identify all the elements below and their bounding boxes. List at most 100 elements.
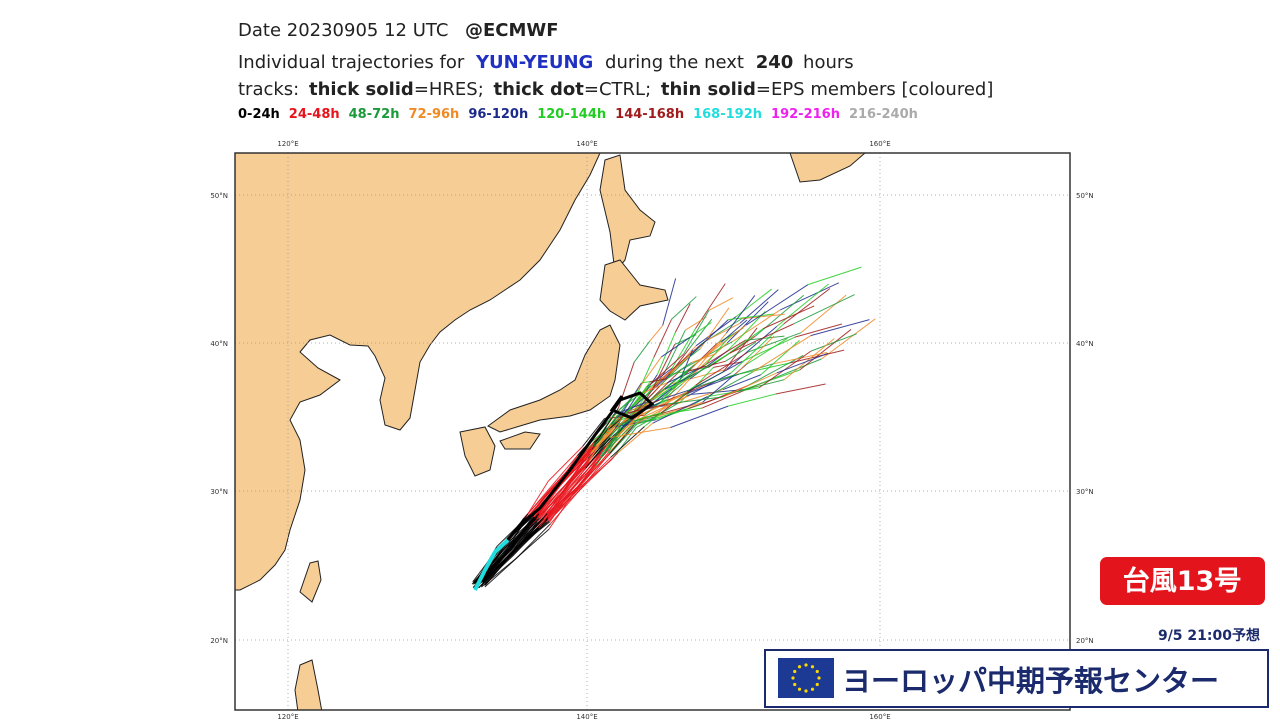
track-segment [671, 352, 731, 389]
track-segment [590, 418, 622, 455]
lon-label: 140°E [576, 713, 597, 720]
lon-label: 140°E [576, 140, 597, 148]
track-segment [547, 486, 582, 520]
track-segment [775, 383, 826, 395]
eu-star [791, 676, 795, 680]
track-segment [745, 284, 809, 326]
track-segment [645, 402, 680, 410]
track-segment [572, 464, 597, 494]
track-segment [653, 371, 694, 400]
track-segment [763, 358, 822, 383]
eu-star [793, 682, 797, 687]
lat-label: 30°N [210, 488, 228, 496]
lon-label: 120°E [277, 140, 298, 148]
subtitle-text: hours [803, 52, 854, 73]
track-segment [695, 332, 727, 371]
badge: 台風13号 [1123, 565, 1242, 597]
track-segment [635, 357, 655, 398]
track-segment [783, 288, 831, 325]
track-segment [691, 353, 717, 363]
track-segment [683, 310, 710, 355]
track-segment [582, 417, 606, 447]
track-segment [480, 558, 516, 588]
track-segment [620, 384, 651, 420]
legend: 0-24h 24-48h 48-72h 72-96h 96-120h 120-144h 14… [238, 107, 918, 122]
track-segment [644, 355, 691, 394]
legend-entry: 0-24h [238, 107, 280, 122]
track-segment [634, 404, 693, 422]
eu-star [815, 682, 819, 687]
geo-labels: 120°E 120°E 140°E 140°E 160°E 160°E 50°N 50°N 40… [210, 140, 1093, 720]
track-segment [667, 365, 705, 384]
track-segment [661, 336, 691, 358]
track-segment [728, 313, 774, 321]
track-segment [727, 301, 769, 344]
track-segment [682, 373, 740, 396]
track-segment [779, 282, 840, 311]
subtitle-text: during the next [605, 52, 744, 73]
track-segment [561, 445, 595, 483]
track-segment [776, 283, 829, 327]
shikoku [499, 431, 541, 450]
track-segment [687, 360, 743, 393]
track-segment [548, 482, 584, 522]
legend-entry: 120-144h [537, 107, 606, 122]
track-segment [633, 412, 662, 422]
track-segment [525, 480, 549, 517]
track-segment [655, 401, 703, 418]
source: @ECMWF [465, 20, 559, 41]
subtitle-text: Individual trajectories for [238, 52, 465, 73]
key-text: =EPS members [coloured] [756, 79, 993, 100]
banner-bg [764, 649, 1269, 708]
kamchatka [789, 153, 866, 183]
track-segment [634, 395, 688, 425]
track-segment [704, 322, 741, 342]
track-segment [736, 379, 785, 393]
track-segment [687, 360, 726, 372]
track-segment [662, 278, 677, 326]
hres-track [506, 391, 655, 541]
track-segment [571, 442, 595, 479]
key-term: thin solid [661, 79, 756, 100]
track-segment [688, 318, 713, 350]
track-segment [585, 437, 611, 469]
legend-entry: 216-240h [849, 107, 918, 122]
track-segment [561, 468, 586, 499]
key-term: thick dot [494, 79, 585, 100]
track-segment [694, 374, 736, 389]
track-segment [536, 490, 565, 520]
track-segment [746, 337, 788, 365]
track-segment [741, 313, 785, 320]
eu-star [797, 665, 802, 669]
track-segment [671, 296, 697, 320]
key-text: tracks: [238, 79, 299, 100]
track-segment [610, 426, 645, 458]
track-segment [689, 319, 729, 357]
key-text: =CTRL; [584, 79, 651, 100]
track-segment [725, 295, 756, 334]
key-term: thick solid [309, 79, 414, 100]
tracks-key: tracks: thick solid=HRES; thick dot=CTRL… [238, 79, 993, 100]
legend-entry: 72-96h [408, 107, 459, 122]
taiwan [299, 560, 322, 603]
track-segment [739, 362, 790, 375]
track-segment [634, 364, 695, 413]
track-segment [563, 462, 590, 492]
track-segment [722, 374, 762, 390]
eu-star [797, 687, 802, 691]
map [235, 153, 1070, 710]
eu-star [810, 665, 815, 669]
track-segment [794, 323, 843, 338]
track-segment [637, 356, 662, 390]
legend-row: 0-24h 24-48h 48-72h 72-96h 96-120h 120-144h 14… [238, 107, 918, 122]
legend-entry: 192-216h [771, 107, 840, 122]
track-segment [508, 517, 544, 552]
lat-label: 50°N [210, 192, 228, 200]
track-segment [609, 423, 636, 454]
track-segment [727, 311, 766, 351]
track-segment [610, 426, 671, 439]
track-segment [667, 396, 724, 405]
tracks [471, 266, 876, 589]
lon-label: 160°E [869, 713, 890, 720]
